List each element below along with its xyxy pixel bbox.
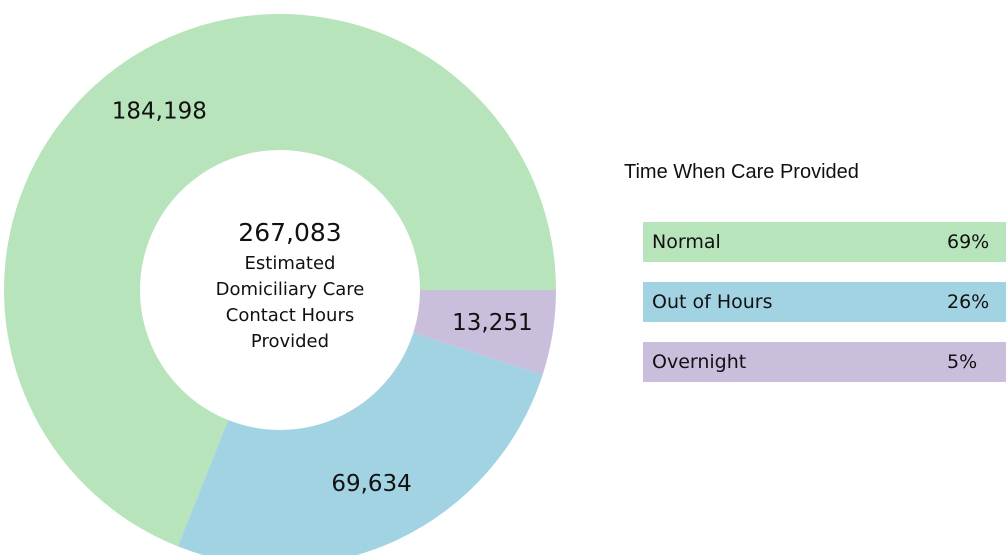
legend-label: Normal xyxy=(652,231,721,253)
legend-percent: 26% xyxy=(947,291,990,313)
legend-row: Out of Hours 26% xyxy=(643,282,1006,322)
center-label: 267,083 Estimated Domiciliary Care Conta… xyxy=(190,218,390,355)
data-label: 13,251 xyxy=(452,310,532,336)
legend-percent: 5% xyxy=(947,351,978,373)
total: 267,083 xyxy=(238,218,342,247)
legend-row: Normal 69% xyxy=(643,222,1006,262)
legend-title: Time When Care Provided xyxy=(624,161,859,183)
legend-percent: 69% xyxy=(947,231,990,253)
data-label: 184,198 xyxy=(112,99,207,125)
legend-row: Overnight 5% xyxy=(643,342,1006,382)
legend-label: Overnight xyxy=(652,351,747,373)
data-label: 69,634 xyxy=(331,471,411,497)
donut-segment xyxy=(177,332,543,555)
legend-label: Out of Hours xyxy=(652,291,773,313)
donut-segment xyxy=(413,290,556,375)
donut-segment xyxy=(3,13,556,547)
center-text: Estimated Domiciliary Care Contact Hours… xyxy=(215,253,365,352)
